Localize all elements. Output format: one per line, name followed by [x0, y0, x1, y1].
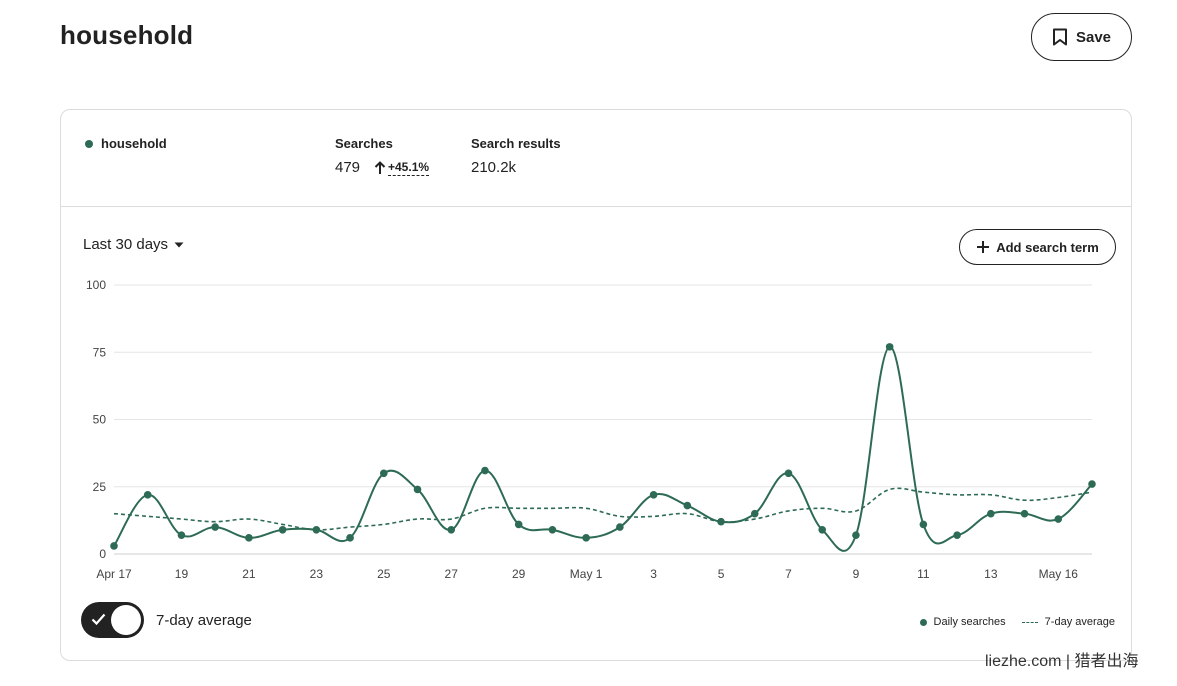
average-toggle[interactable] — [81, 602, 144, 638]
searches-change[interactable]: +45.1% — [374, 160, 430, 176]
plus-icon — [977, 241, 990, 253]
searches-value: 479 — [335, 159, 361, 176]
x-tick-label: 19 — [175, 567, 189, 581]
data-point[interactable] — [852, 531, 860, 539]
data-point[interactable] — [379, 469, 388, 478]
data-point[interactable] — [616, 523, 624, 531]
page-title: household — [60, 20, 194, 50]
data-point[interactable] — [312, 525, 321, 534]
y-tick-label: 0 — [99, 547, 106, 561]
data-point[interactable] — [346, 534, 354, 542]
add-search-term-label: Add search term — [996, 239, 1099, 255]
x-tick-label: May 1 — [570, 567, 603, 581]
data-point[interactable] — [649, 491, 658, 499]
x-tick-label: 7 — [785, 567, 792, 581]
legend-dot-icon — [919, 618, 927, 626]
data-point[interactable] — [110, 542, 118, 550]
save-button[interactable]: Save — [1031, 13, 1132, 61]
search-term-label: household — [101, 136, 167, 151]
x-tick-label: 5 — [718, 567, 725, 581]
x-tick-label: 27 — [445, 567, 459, 581]
data-point[interactable] — [750, 509, 759, 518]
results-label: Search results — [471, 136, 561, 151]
x-tick-label: 11 — [917, 567, 930, 581]
y-tick-label: 100 — [86, 278, 106, 292]
watermark: liezhe.com | 猎者出海 — [985, 653, 1139, 670]
y-tick-label: 50 — [93, 413, 107, 427]
date-range-select[interactable]: Last 30 days — [83, 236, 184, 253]
searches-change-value: +45.1% — [388, 160, 430, 176]
chart-legend: Daily searches 7-day average — [919, 616, 1115, 628]
legend-daily: Daily searches — [919, 616, 1006, 628]
data-point[interactable] — [245, 534, 253, 542]
y-tick-label: 75 — [93, 345, 107, 359]
x-tick-label: 13 — [984, 567, 998, 581]
trend-card: household Searches 479 +45.1% Search res… — [60, 109, 1132, 661]
caret-down-icon — [174, 242, 184, 247]
y-tick-label: 25 — [93, 480, 107, 494]
results-value: 210.2k — [471, 159, 517, 176]
add-search-term-button[interactable]: Add search term — [959, 229, 1116, 265]
x-tick-label: 25 — [377, 567, 391, 581]
search-trend-chart: 100 75 50 25 0 Apr 17 19 21 23 25 27 29 May 1 3 5 7 9 11… — [86, 278, 1096, 581]
data-point[interactable] — [1088, 480, 1096, 488]
data-point[interactable] — [278, 525, 287, 534]
data-point[interactable] — [885, 343, 894, 351]
data-point[interactable] — [177, 531, 186, 539]
data-point[interactable] — [514, 520, 523, 529]
toggle-knob — [111, 605, 141, 635]
legend-daily-label: Daily searches — [933, 616, 1006, 628]
data-point[interactable] — [683, 501, 692, 510]
x-tick-label: 21 — [242, 567, 256, 581]
card-divider — [61, 206, 1131, 207]
average-line — [113, 487, 1093, 531]
data-point[interactable] — [548, 525, 557, 534]
data-point[interactable] — [447, 525, 456, 534]
x-tick-label: 9 — [853, 567, 860, 581]
searches-label: Searches — [335, 136, 393, 151]
term-color-dot — [85, 139, 93, 148]
data-point[interactable] — [1054, 515, 1063, 523]
x-tick-label: 3 — [650, 567, 657, 581]
date-range-label: Last 30 days — [83, 236, 169, 253]
data-point[interactable] — [953, 531, 961, 539]
data-point[interactable] — [413, 485, 422, 494]
save-label: Save — [1075, 28, 1112, 46]
search-term: household — [85, 136, 167, 151]
average-toggle-group: 7-day average — [81, 602, 252, 638]
average-toggle-label: 7-day average — [156, 611, 252, 629]
legend-dash-icon — [1021, 621, 1038, 623]
data-point[interactable] — [987, 509, 995, 518]
data-point[interactable] — [143, 491, 152, 499]
x-tick-label: 29 — [512, 567, 526, 581]
x-tick-label: Apr 17 — [96, 567, 132, 581]
bookmark-icon — [1052, 28, 1067, 46]
data-point[interactable] — [919, 520, 928, 529]
x-tick-label: May 16 — [1039, 567, 1079, 581]
data-point[interactable] — [211, 523, 219, 531]
data-point[interactable] — [784, 469, 793, 478]
data-point[interactable] — [481, 466, 489, 475]
x-tick-label: 23 — [310, 567, 324, 581]
legend-average: 7-day average — [1021, 616, 1115, 628]
data-point[interactable] — [717, 517, 725, 526]
arrow-up-icon — [374, 161, 386, 174]
data-point[interactable] — [1020, 509, 1029, 518]
data-point[interactable] — [582, 534, 590, 542]
data-point[interactable] — [818, 525, 827, 534]
check-icon — [91, 613, 106, 626]
legend-average-label: 7-day average — [1044, 616, 1115, 628]
